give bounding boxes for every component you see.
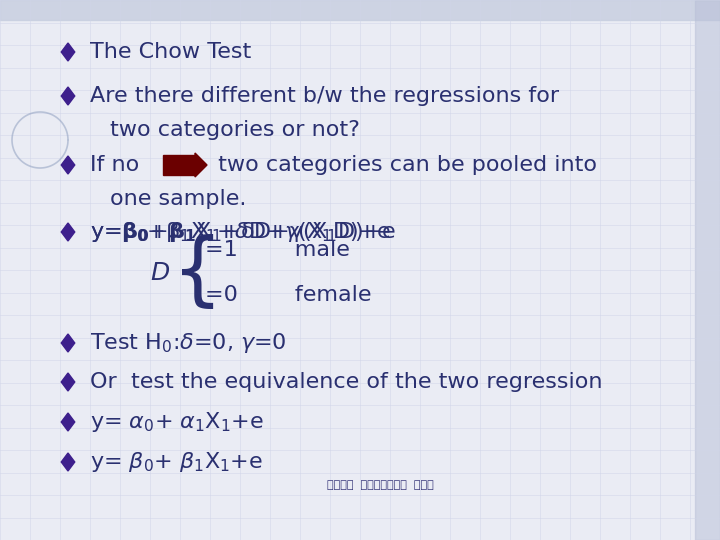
Text: The Chow Test: The Chow Test <box>90 42 251 62</box>
Text: Are there different b/w the regressions for: Are there different b/w the regressions … <box>90 86 559 106</box>
Polygon shape <box>61 87 75 105</box>
Text: y=$\mathrm{\beta_0}$+$\mathrm{\beta_1}$X$_1$+$\delta$D+$\gamma$(X$_1$D)+e: y=$\mathrm{\beta_0}$+$\mathrm{\beta_1}$X… <box>90 220 391 244</box>
Text: two categories can be pooled into: two categories can be pooled into <box>211 155 597 175</box>
Text: Or  test the equivalence of the two regression: Or test the equivalence of the two regre… <box>90 372 603 392</box>
Text: =1        male: =1 male <box>205 240 350 260</box>
Text: Test H$_0$:$\delta$=0, $\gamma$=0: Test H$_0$:$\delta$=0, $\gamma$=0 <box>90 331 287 355</box>
Polygon shape <box>61 43 75 61</box>
Text: D: D <box>150 261 169 285</box>
Polygon shape <box>61 334 75 352</box>
Text: {: { <box>172 234 223 312</box>
Bar <box>163 155 195 175</box>
Text: y= $\alpha_0$+ $\alpha_1$X$_1$+e: y= $\alpha_0$+ $\alpha_1$X$_1$+e <box>90 410 264 434</box>
Text: one sample.: one sample. <box>110 189 246 209</box>
Polygon shape <box>61 453 75 471</box>
Polygon shape <box>195 153 207 177</box>
Text: y= $\beta_0$+ $\beta_1$X$_1$+e: y= $\beta_0$+ $\beta_1$X$_1$+e <box>90 450 263 474</box>
Text: two categories or not?: two categories or not? <box>110 120 360 140</box>
Text: If no: If no <box>90 155 139 175</box>
Text: 政治大學  中山所共同選修  黃智聡: 政治大學 中山所共同選修 黃智聡 <box>327 480 433 490</box>
Polygon shape <box>61 223 75 241</box>
Polygon shape <box>61 413 75 431</box>
Polygon shape <box>61 156 75 174</box>
Polygon shape <box>61 373 75 391</box>
Text: =0        female: =0 female <box>205 285 372 305</box>
Text: y=$\bf{β_0}$+$\bf{β_1}$X$_1$+δD+γ(X$_1$D)+e: y=$\bf{β_0}$+$\bf{β_1}$X$_1$+δD+γ(X$_1$D… <box>90 220 397 244</box>
